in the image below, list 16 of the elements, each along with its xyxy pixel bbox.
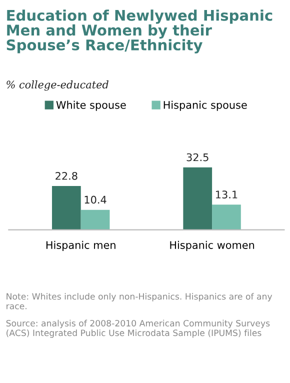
source-note: Source: analysis of 2008-2010 American Community Surveys (ACS) Integrated Public Use Microdata Sample (IPUMS) files: [6, 320, 270, 338]
text: Note: Whites include only non-Hispanics. Hispanics are of any race.: [6, 292, 272, 310]
x-tick-label: Hispanic men: [46, 240, 116, 251]
bar: [212, 204, 241, 230]
data-label: 10.4: [84, 196, 106, 204]
legend-label: Hispanic spouse: [164, 100, 247, 111]
bar: [183, 167, 212, 230]
data-label: 32.5: [186, 153, 208, 162]
data-label: 22.8: [56, 172, 78, 180]
x-tick-label: Hispanic women: [170, 240, 254, 251]
legend-label: White spouse: [56, 100, 126, 111]
chart-subtitle: % college-educated: [6, 80, 108, 91]
bar: [52, 186, 81, 230]
bar: [80, 210, 110, 230]
data-label: 13.1: [216, 190, 238, 198]
chart-title: Education of Newlywed Hispanic Men and Women by their Spouse’s Race/Ethnicity: [6, 10, 272, 54]
